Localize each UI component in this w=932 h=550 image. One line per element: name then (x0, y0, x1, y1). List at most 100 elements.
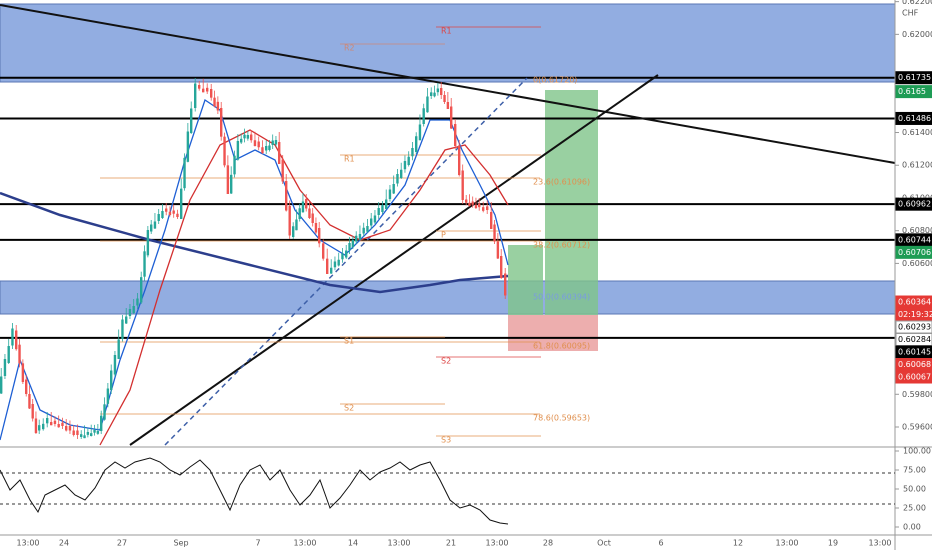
candle-body (50, 422, 53, 426)
candle-body (68, 426, 72, 431)
candle-body (216, 101, 220, 111)
candle-body (288, 206, 291, 236)
candle-body (504, 273, 507, 296)
candle-body (161, 211, 164, 218)
candle-body (311, 213, 314, 223)
candle-body (3, 359, 7, 376)
trend-line (129, 74, 659, 446)
candle-body (496, 241, 500, 259)
candle-body (110, 370, 113, 390)
candle-body (210, 89, 213, 98)
candle-body (246, 135, 250, 139)
candle-body (202, 88, 205, 93)
candle-body (180, 188, 183, 219)
candle-body (318, 228, 321, 244)
candle-body (21, 363, 25, 382)
supply-zone (0, 3, 896, 83)
candle-body (7, 346, 10, 363)
candle-body (103, 404, 106, 420)
candle-body (176, 213, 179, 217)
rsi-tick-label: 50.00 (903, 485, 926, 494)
annotation-label: 0(0.61720) (533, 76, 577, 85)
candle-body (490, 212, 493, 229)
candle-body (53, 420, 57, 424)
candle-body (471, 201, 474, 205)
candle-body (265, 146, 268, 151)
price-tick-label: 0.60800 (902, 226, 932, 235)
candle-body (117, 339, 120, 359)
candle-body (257, 141, 260, 148)
candle-body (226, 165, 230, 194)
rsi-tick-label: 25.00 (903, 504, 926, 513)
candle-body (128, 309, 132, 316)
trend-line (164, 77, 528, 446)
candle-body (268, 145, 271, 150)
time-label: 12 (733, 539, 743, 548)
candle-body (322, 243, 325, 259)
rsi-tick-label: 0.00 (903, 523, 921, 532)
candle-body (440, 88, 443, 95)
candle-body (500, 256, 503, 278)
candle-body (146, 230, 150, 256)
candle-body (337, 259, 340, 266)
candle-body (157, 214, 160, 221)
price-tag-label: 0.61486 (898, 114, 931, 123)
candle-body (370, 218, 373, 226)
candle-body (407, 156, 410, 165)
candle-body (426, 96, 429, 113)
time-label: 13:00 (485, 539, 508, 548)
time-label: 14 (348, 539, 358, 548)
candle-body (0, 376, 3, 394)
candle-body (478, 203, 481, 208)
price-tag-label: 0.60145 (898, 348, 931, 357)
annotation-label: R1 (344, 155, 355, 164)
candle-body (418, 124, 422, 141)
annotation-label: 78.6(0.59653) (533, 414, 590, 423)
price-tag (895, 71, 932, 85)
candle-body (436, 88, 440, 93)
candle-body (446, 102, 450, 109)
price-tag (895, 370, 932, 384)
annotation-label: R2 (344, 44, 355, 53)
price-tick-label: 0.62200 (902, 0, 932, 6)
candle-body (298, 208, 301, 219)
candle-body (250, 134, 253, 141)
candle-body (243, 134, 246, 139)
candle-body (454, 124, 457, 146)
price-tick-label: 0.61400 (902, 128, 932, 137)
time-label: 24 (59, 539, 69, 548)
candle-body (430, 92, 433, 96)
candle-body (358, 234, 362, 240)
candle-body (314, 223, 318, 233)
time-label: 13:00 (16, 539, 39, 548)
candle-body (121, 319, 124, 339)
candle-body (458, 145, 461, 175)
price-tag (895, 85, 932, 99)
time-label: 19 (828, 539, 838, 548)
time-label: 6 (658, 539, 663, 548)
candle-body (474, 204, 478, 208)
candle-body (183, 157, 186, 189)
time-label: 28 (543, 539, 553, 548)
price-tag-label: 0.60364 (898, 298, 931, 307)
candle-body (236, 141, 240, 160)
candle-body (93, 429, 96, 433)
annotation-label: P (441, 231, 446, 240)
candle-body (223, 136, 226, 166)
rsi-tick-label: 100.00 (903, 447, 931, 456)
price-tag-label: 0.60962 (898, 200, 931, 209)
price-tag (895, 197, 932, 211)
candle-body (125, 316, 128, 324)
candle-body (461, 170, 464, 200)
candle-body (351, 240, 355, 247)
candle-body (34, 418, 38, 433)
candle-body (150, 224, 153, 232)
price-tag (895, 245, 932, 259)
candle-body (233, 155, 236, 175)
candle-body (220, 108, 223, 137)
candle-body (388, 189, 392, 199)
candle-body (76, 430, 79, 435)
price-tick-label: 0.60600 (902, 259, 932, 268)
